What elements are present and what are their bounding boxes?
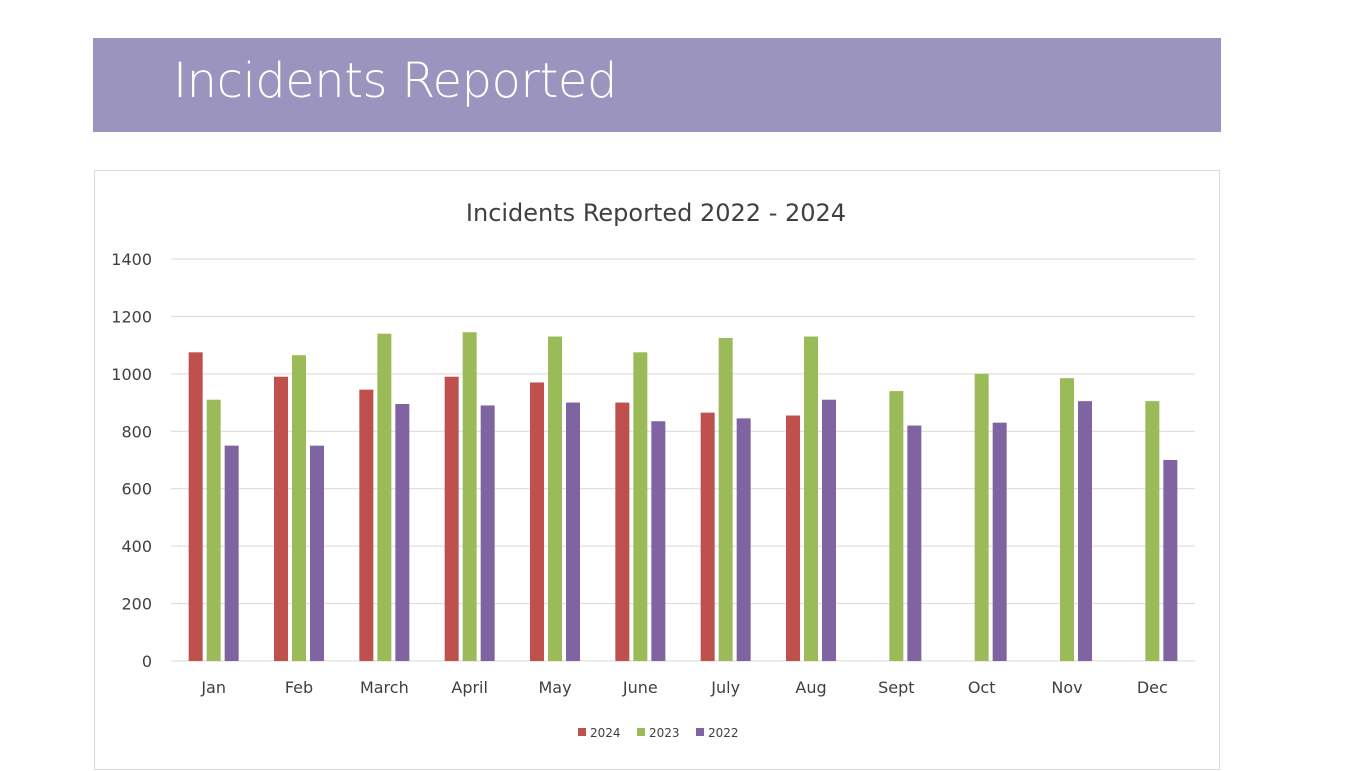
bar-2023-april [462, 332, 477, 661]
x-tick-label: Oct [968, 678, 996, 697]
legend: 2024 2023 2022 [578, 726, 739, 740]
y-tick-label: 200 [121, 595, 152, 614]
bar-2023-dec [1145, 401, 1160, 661]
x-tick-label: Aug [795, 678, 826, 697]
bar-2022-april [480, 405, 495, 661]
x-tick-label: Feb [285, 678, 313, 697]
bar-2023-feb [292, 355, 306, 661]
legend-swatch-2024 [578, 728, 586, 736]
bar-2024-feb [274, 376, 288, 661]
bar-2022-nov [1078, 401, 1092, 661]
x-tick-label: June [622, 678, 658, 697]
y-tick-label: 400 [121, 537, 152, 556]
bar-2022-march [395, 404, 410, 661]
bar-2024-june [615, 402, 630, 661]
legend-label-2024: 2024 [590, 726, 621, 740]
bar-2022-jan [224, 445, 239, 661]
bar-2024-aug [786, 415, 800, 661]
header-banner: Incidents Reported [93, 38, 1221, 132]
bar-2022-dec [1163, 460, 1178, 661]
bar-2024-march [359, 389, 374, 661]
bar-2022-may [566, 402, 580, 661]
y-tick-label: 800 [121, 422, 152, 441]
chart-title: Incidents Reported 2022 - 2024 [466, 199, 846, 227]
x-axis: Jan Feb March April May June July Aug Sept Oct Nov… [200, 678, 1167, 697]
bar-2024-july [700, 412, 715, 661]
x-tick-label: July [710, 678, 740, 697]
bar-2023-june [633, 352, 648, 661]
chart-panel: Incidents Reported 2022 - 2024 0 200 400 60… [94, 170, 1220, 770]
x-tick-label: April [451, 678, 488, 697]
bar-2023-nov [1060, 378, 1074, 661]
bar-2023-aug [804, 336, 818, 661]
bar-2022-july [736, 418, 751, 661]
y-tick-label: 1400 [111, 250, 152, 269]
x-tick-label: Dec [1137, 678, 1168, 697]
bars [188, 332, 1178, 661]
bar-2023-march [377, 333, 392, 661]
legend-swatch-2022 [696, 728, 704, 736]
gridlines [171, 258, 1195, 662]
bar-2022-aug [822, 399, 836, 661]
bar-2024-may [530, 382, 544, 661]
x-tick-label: Sept [878, 678, 914, 697]
x-tick-label: May [538, 678, 571, 697]
x-tick-label: March [360, 678, 409, 697]
bar-chart: Incidents Reported 2022 - 2024 0 200 400 60… [111, 199, 1195, 740]
x-tick-label: Nov [1051, 678, 1082, 697]
y-tick-label: 0 [142, 652, 152, 671]
bar-2023-sept [889, 391, 904, 661]
y-tick-label: 1200 [111, 307, 152, 326]
bar-2022-sept [907, 425, 922, 661]
y-tick-label: 600 [121, 480, 152, 499]
bar-2024-jan [188, 352, 203, 661]
bar-2022-oct [992, 422, 1007, 661]
page-title: Incidents Reported [173, 53, 617, 109]
bar-2023-may [548, 336, 562, 661]
y-axis: 0 200 400 600 800 1000 1200 1400 [111, 250, 152, 671]
legend-label-2023: 2023 [649, 726, 680, 740]
bar-2022-feb [310, 445, 324, 661]
y-tick-label: 1000 [111, 365, 152, 384]
x-tick-label: Jan [200, 678, 226, 697]
legend-label-2022: 2022 [708, 726, 739, 740]
bar-2023-jan [206, 399, 221, 661]
bar-2022-june [651, 421, 666, 661]
legend-swatch-2023 [637, 728, 645, 736]
bar-2023-july [718, 337, 733, 661]
bar-2023-oct [974, 373, 989, 661]
bar-2024-april [444, 376, 459, 661]
